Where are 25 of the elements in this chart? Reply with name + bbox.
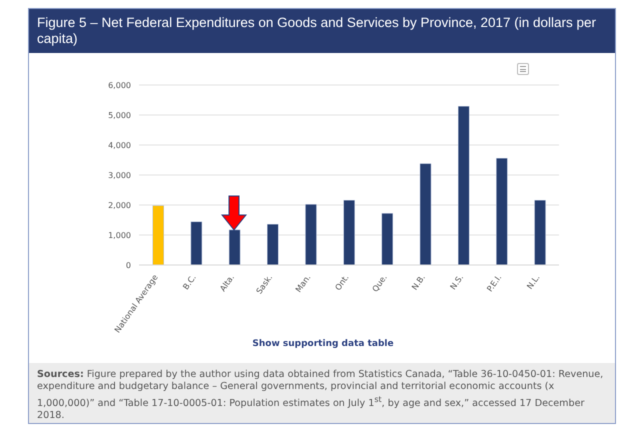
x-tick-label: N.L.	[525, 272, 542, 291]
x-tick-label: N.S.	[448, 272, 466, 292]
x-tick-label: N.B.	[410, 272, 427, 292]
x-tick-label: Ont.	[333, 272, 351, 292]
chart-title: Figure 5 – Net Federal Expenditures on Goods and Services by Province, 2017 (in dollars per capita)	[29, 9, 615, 53]
y-tick-label: 1,000	[108, 230, 131, 240]
bar	[458, 106, 470, 265]
bar	[534, 200, 546, 265]
x-tick-label: B.C.	[181, 272, 198, 292]
bar	[496, 158, 508, 265]
y-tick-label: 6,000	[108, 80, 131, 90]
y-tick-label: 3,000	[108, 170, 131, 180]
y-tick-label: 4,000	[108, 140, 131, 150]
bar	[305, 204, 317, 265]
text: Show supporting data table	[251, 339, 395, 349]
bar	[267, 224, 279, 265]
y-tick-label: 2,000	[108, 200, 131, 210]
bar	[420, 163, 432, 265]
y-tick-label: 0	[126, 260, 131, 270]
text: Sources: Figure prepared by the author using data obtained from Statistics Canada, “Table 36-10-0450-01: Revenue, expenditure and budgetary balance – General governments, provincial and territorial economic accounts (x 1,000,000)” and “Table 17-10-0005-01: Population estimates on July 1$^{st}$, by age and sex,” accessed 17 December 2018.	[37, 369, 604, 422]
y-tick-label: 5,000	[108, 110, 131, 120]
bar	[190, 222, 202, 265]
bar	[152, 205, 164, 265]
bar	[382, 213, 394, 265]
bar	[343, 200, 355, 265]
